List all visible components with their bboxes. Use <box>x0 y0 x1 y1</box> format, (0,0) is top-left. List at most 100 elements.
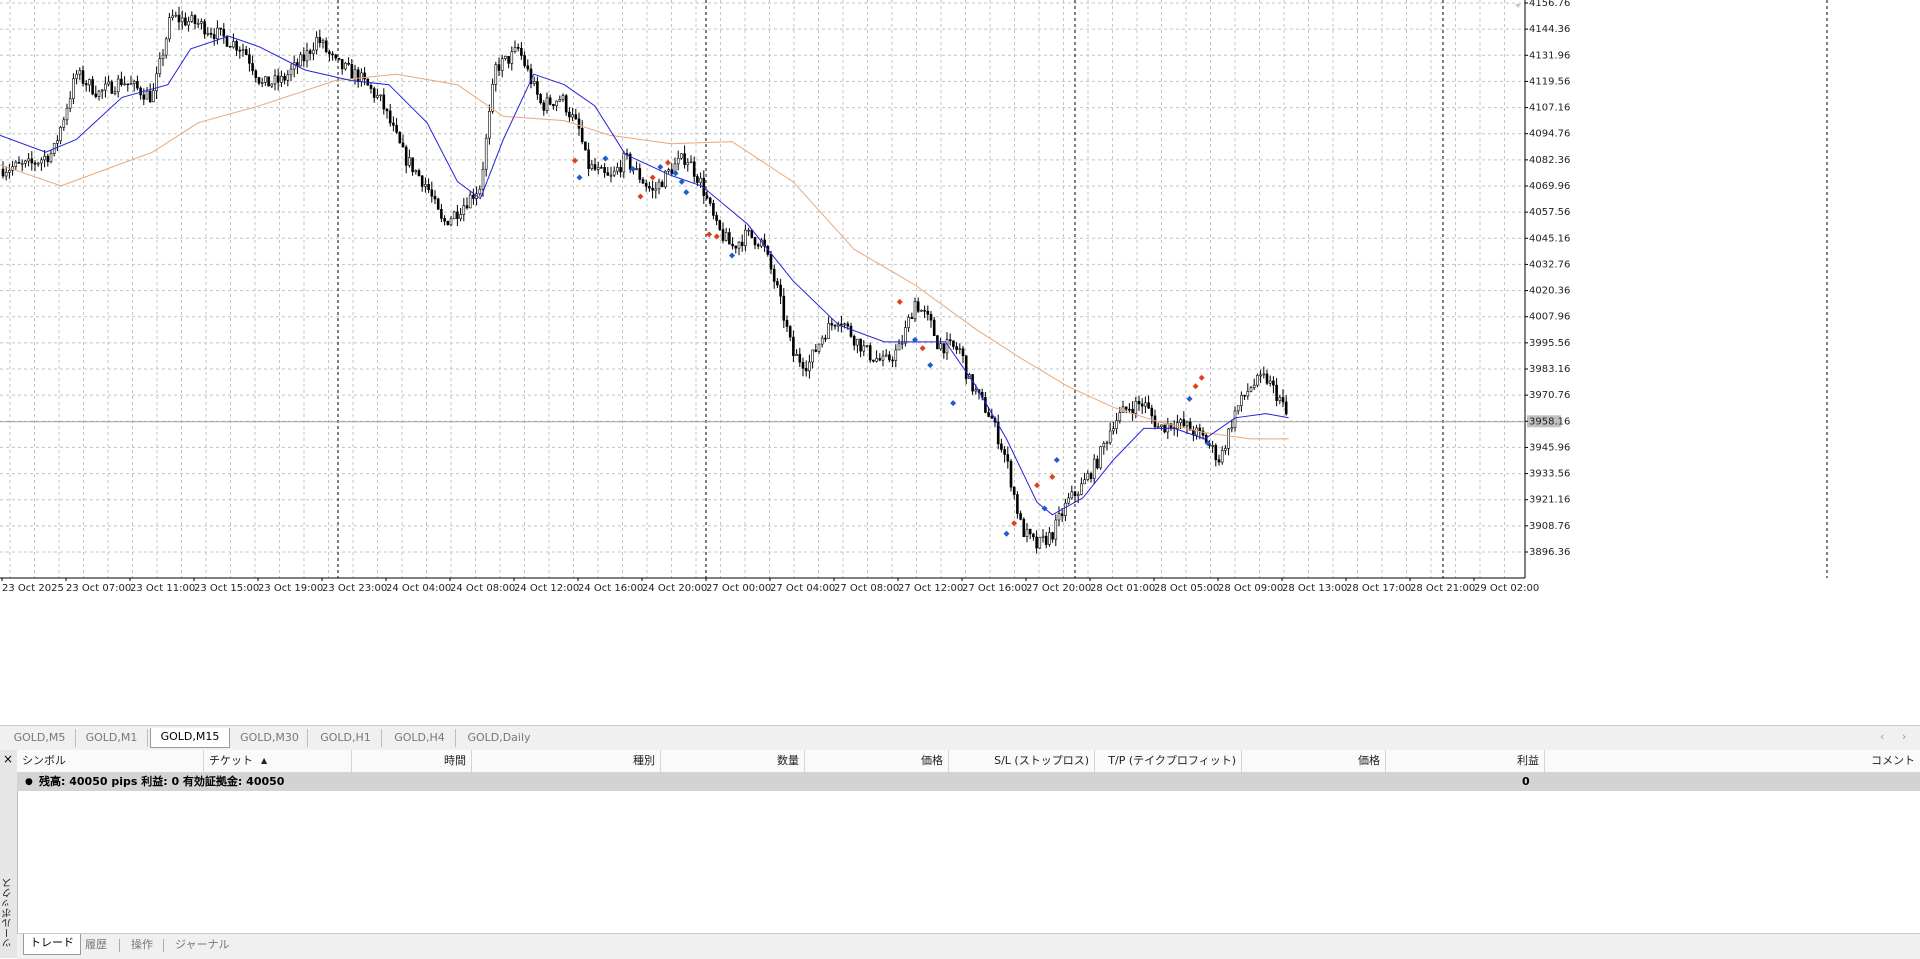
candle-body <box>1032 533 1035 538</box>
candle-body <box>254 70 258 78</box>
candle-body <box>100 89 104 92</box>
candle-body <box>113 91 117 94</box>
candle-body <box>824 337 827 340</box>
tab-gold-m1[interactable]: GOLD,M1 <box>76 729 148 747</box>
col-take-profit[interactable]: T/P (テイクプロフィット) <box>1095 750 1242 772</box>
buy-marker-icon <box>678 178 685 185</box>
y-axis-label: 4045.16 <box>1529 233 1570 244</box>
candle-body <box>1217 459 1221 463</box>
candle-body <box>433 195 437 200</box>
account-summary-row[interactable]: ● 残高: 40050 pips 利益: 0 有効証拠金: 40050 0 <box>17 773 1920 791</box>
candle-body <box>574 114 578 120</box>
candle-body <box>443 218 446 222</box>
candle-body <box>248 54 251 64</box>
tab-gold-m15[interactable]: GOLD,M15 <box>150 728 230 748</box>
candle-body <box>321 40 325 44</box>
candle-body <box>552 103 555 107</box>
candle-body <box>196 22 200 25</box>
tab-operations[interactable]: 操作 <box>131 938 153 951</box>
toolbox-panel: × ツールボックス シンボル チケット ▲ 時間 種別 数量 価格 S/L (スト… <box>0 750 1920 959</box>
tab-gold-h1[interactable]: GOLD,H1 <box>310 729 382 747</box>
candle-body <box>206 32 210 35</box>
candle-body <box>827 323 830 339</box>
x-axis-label: 27 Oct 04:00 <box>770 583 835 594</box>
candle-body <box>507 55 510 64</box>
col-stop-loss[interactable]: S/L (ストップロス) <box>949 750 1095 772</box>
candle-body <box>897 343 901 351</box>
candle-body <box>840 323 843 326</box>
buy-marker-icon <box>729 252 735 259</box>
candle-body <box>571 114 574 118</box>
candle-body <box>1140 403 1144 407</box>
col-profit[interactable]: 利益 <box>1386 750 1545 772</box>
col-price[interactable]: 価格 <box>805 750 949 772</box>
candle-body <box>801 361 805 369</box>
x-axis-label: 28 Oct 21:00 <box>1410 583 1475 594</box>
candle-body <box>1259 374 1262 377</box>
candle-body <box>667 169 670 172</box>
candle-body <box>171 15 174 18</box>
close-icon[interactable]: × <box>3 752 14 766</box>
candle-body <box>564 95 568 113</box>
candle-body <box>414 170 418 173</box>
tab-gold-h4[interactable]: GOLD,H4 <box>384 729 456 747</box>
candle-body <box>1220 450 1224 463</box>
candle-body <box>558 99 562 102</box>
candle-body <box>260 82 264 84</box>
candle-body <box>872 359 875 362</box>
tab-journal[interactable]: ジャーナル <box>175 938 230 951</box>
candle-body <box>852 336 856 346</box>
buy-marker-icon <box>927 362 934 369</box>
col-symbol[interactable]: シンボル <box>17 750 204 772</box>
tab-history[interactable]: 履歴 <box>85 938 107 951</box>
tab-gold-m30[interactable]: GOLD,M30 <box>232 729 308 747</box>
x-axis-label: 28 Oct 17:00 <box>1346 583 1411 594</box>
sell-marker-icon <box>713 233 720 240</box>
candle-body <box>776 281 779 286</box>
col-time[interactable]: 時間 <box>352 750 472 772</box>
candle-body <box>609 174 613 177</box>
col-current-price[interactable]: 価格 <box>1242 750 1386 772</box>
candle-body <box>1195 427 1198 436</box>
candle-body <box>228 46 232 48</box>
col-volume[interactable]: 数量 <box>661 750 805 772</box>
candle-body <box>331 53 334 56</box>
candle-body <box>126 83 130 86</box>
candle-body <box>945 339 949 354</box>
y-axis-label: 4032.76 <box>1529 259 1570 270</box>
candle-body <box>46 155 50 163</box>
y-axis-label: 4007.96 <box>1529 312 1570 323</box>
candle-body <box>152 90 155 103</box>
candle-body <box>209 32 213 35</box>
chart-canvas[interactable]: 4156.76 4144.36 4131.96 4119.56 4107.16 4094.… <box>0 0 1920 725</box>
col-type[interactable]: 種別 <box>472 750 661 772</box>
candle-body <box>1073 491 1077 497</box>
scroll-left-icon[interactable]: ‹ <box>1880 730 1885 743</box>
candle-body <box>763 239 766 247</box>
price-chart[interactable]: 4156.76 4144.36 4131.96 4119.56 4107.16 4094.… <box>0 0 1920 725</box>
candle-body <box>1281 397 1285 403</box>
candle-body <box>340 59 344 70</box>
scroll-right-icon[interactable]: › <box>1902 730 1907 743</box>
tab-gold-m5[interactable]: GOLD,M5 <box>4 729 76 747</box>
candle-body <box>952 340 955 347</box>
candle-body <box>1112 428 1115 432</box>
col-ticket[interactable]: チケット ▲ <box>204 750 352 772</box>
candle-body <box>955 346 958 350</box>
candle-body <box>116 78 120 93</box>
candle-body <box>772 268 776 282</box>
col-comment[interactable]: コメント <box>1871 754 1915 767</box>
candle-body <box>769 254 773 270</box>
candle-body <box>875 358 878 362</box>
candle-body <box>235 41 238 51</box>
tab-separator <box>119 939 120 952</box>
candle-body <box>1230 427 1234 430</box>
candle-body <box>580 128 584 143</box>
candle-body <box>510 51 514 64</box>
candle-body <box>440 209 443 219</box>
candle-body <box>292 62 296 70</box>
tab-trade[interactable]: トレード <box>23 934 81 955</box>
candle-body <box>465 205 469 209</box>
tab-gold-daily[interactable]: GOLD,Daily <box>467 731 531 744</box>
candle-body <box>606 172 610 176</box>
